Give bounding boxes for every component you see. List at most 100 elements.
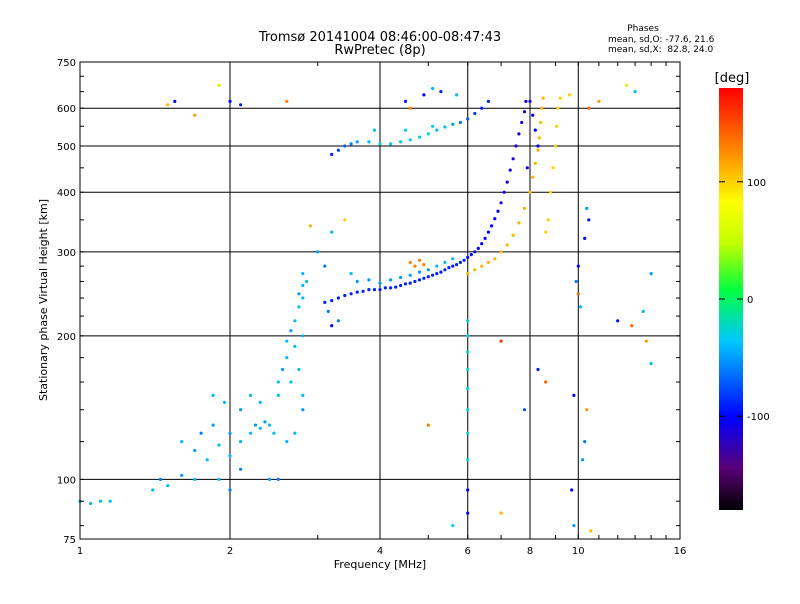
data-point — [522, 206, 527, 210]
data-point — [276, 393, 280, 397]
data-point — [466, 458, 470, 462]
data-point — [483, 236, 487, 240]
data-point — [305, 279, 309, 284]
data-point — [349, 142, 353, 146]
y-axis-label: Stationary phase Virtual Height [km] — [37, 199, 50, 401]
data-point — [476, 246, 480, 250]
data-point — [285, 99, 289, 103]
y-tick-label: 75 — [63, 535, 76, 546]
data-point — [417, 270, 422, 274]
data-point — [511, 157, 515, 161]
x-tick-label: 8 — [527, 546, 533, 557]
data-point — [555, 124, 559, 128]
data-point — [217, 477, 221, 481]
data-point — [443, 125, 447, 129]
data-point — [447, 266, 451, 270]
data-point — [389, 278, 393, 282]
data-point — [408, 138, 412, 142]
data-point — [301, 393, 305, 397]
data-point — [536, 144, 540, 148]
data-point — [301, 283, 305, 288]
data-point — [205, 458, 209, 462]
data-point — [239, 408, 243, 412]
data-point — [528, 190, 532, 194]
data-point — [587, 218, 591, 222]
data-point — [431, 124, 435, 128]
data-point — [583, 236, 587, 240]
data-point — [570, 488, 574, 492]
grid-lines — [80, 62, 680, 539]
colorbar-tick-label: -100 — [747, 412, 770, 423]
data-point — [431, 86, 435, 91]
data-point — [451, 122, 455, 126]
data-point — [544, 230, 548, 234]
data-point — [308, 224, 312, 228]
data-point — [330, 324, 334, 328]
y-axis-ticks: 75 100 200 300 400 500 600 750 — [57, 58, 680, 546]
data-point — [166, 484, 170, 488]
data-point — [228, 431, 232, 435]
data-point — [539, 120, 543, 125]
stats-heading: Phases — [627, 24, 659, 34]
data-point — [272, 431, 276, 435]
data-point — [466, 319, 470, 323]
data-point — [589, 529, 593, 533]
data-point — [408, 106, 412, 110]
data-point — [578, 305, 583, 309]
data-point — [417, 278, 422, 282]
data-point — [435, 272, 439, 276]
data-point — [276, 380, 280, 384]
data-point — [426, 132, 430, 136]
data-point — [422, 276, 426, 280]
y-tick-label: 500 — [57, 142, 76, 153]
data-point — [222, 400, 227, 404]
y-tick-label: 200 — [57, 332, 76, 343]
data-point — [99, 499, 103, 503]
data-point — [502, 190, 506, 194]
data-point — [166, 103, 170, 107]
data-point — [533, 128, 537, 132]
data-point — [301, 408, 305, 412]
data-point — [267, 477, 272, 481]
data-point — [455, 263, 459, 267]
x-tick-label: 10 — [572, 546, 585, 557]
data-point — [336, 148, 340, 152]
data-point — [151, 488, 155, 492]
x-axis-ticks: 1 2 4 6 8 10 16 — [77, 62, 686, 557]
y-tick-label: 600 — [57, 104, 76, 115]
data-point — [466, 117, 470, 121]
data-point — [466, 272, 470, 276]
data-point — [625, 83, 629, 87]
data-point — [435, 264, 439, 268]
data-point — [473, 111, 477, 116]
data-point — [540, 106, 544, 110]
data-point — [649, 361, 653, 366]
data-point — [285, 339, 289, 343]
data-point — [293, 431, 297, 435]
data-point — [556, 106, 560, 110]
data-point — [522, 408, 527, 412]
x-tick-label: 2 — [227, 546, 233, 557]
data-point — [408, 281, 412, 285]
data-point — [349, 292, 353, 296]
data-point — [389, 286, 393, 290]
data-point — [490, 224, 494, 228]
data-point — [505, 180, 509, 184]
data-point — [528, 99, 532, 103]
data-point — [536, 148, 540, 152]
data-point — [422, 93, 426, 97]
data-point — [443, 268, 447, 272]
data-point — [199, 431, 203, 435]
data-point — [378, 142, 382, 146]
data-point — [641, 309, 645, 313]
data-point — [316, 250, 320, 254]
data-point — [301, 272, 305, 276]
data-point — [89, 501, 93, 506]
data-point — [585, 408, 589, 412]
data-point — [193, 113, 197, 117]
data-point — [531, 175, 535, 179]
data-point — [499, 201, 503, 205]
data-point — [466, 431, 470, 435]
data-point — [466, 387, 470, 391]
